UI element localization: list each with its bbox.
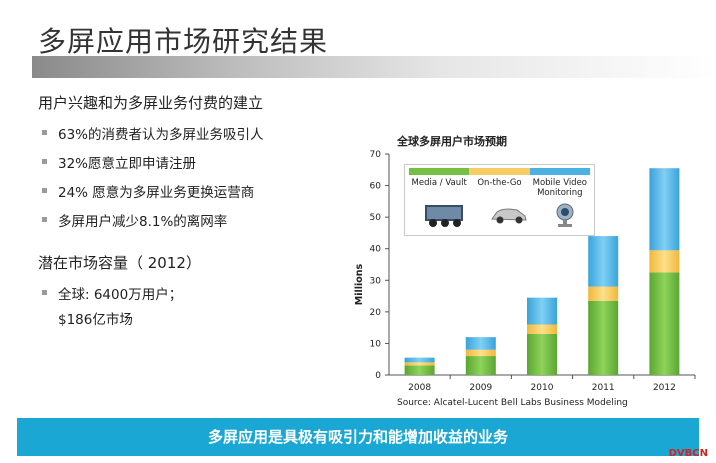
bar-segment-on-the-go [465, 349, 496, 357]
bar-segment-on-the-go [649, 250, 680, 273]
bar-segment-monitoring [404, 357, 435, 363]
legend-label-on-the-go: On-the-Go [477, 178, 522, 188]
interest-list: 63%的消费者认为多屏业务吸引人 32%愿意立即申请注册 24% 愿意为多屏业务… [38, 123, 368, 230]
y-tick-label: 30 [370, 276, 382, 286]
y-tick-label: 60 [370, 182, 382, 192]
bar-segment-monitoring [649, 168, 680, 251]
bar-segment-media [527, 333, 557, 375]
title-underline-bar [32, 56, 716, 78]
left-panel: 用户兴趣和为多屏业务付费的建立 63%的消费者认为多屏业务吸引人 32%愿意立即… [38, 92, 368, 328]
bar-segment-on-the-go [527, 324, 557, 334]
bullet-item: 32%愿意立即申请注册 [38, 152, 368, 172]
chart-legend: Media / Vault On-the-Go Mobile Video Mon… [404, 164, 595, 236]
car-icon [491, 208, 528, 224]
y-tick-label: 40 [370, 245, 382, 255]
bar-segment-on-the-go [588, 286, 619, 301]
legend-label-monitoring: Mobile Video Monitoring [532, 178, 588, 198]
interest-heading: 用户兴趣和为多屏业务付费的建立 [38, 94, 264, 112]
legend-color-bar [409, 168, 590, 175]
bar-segment-monitoring [465, 337, 496, 350]
market-forecast-chart: 0 10 20 30 40 50 60 70 Millions 2008 2009 2010 2011 2… [354, 150, 696, 393]
x-tick-label: 2011 [592, 383, 615, 393]
y-tick-label: 20 [370, 308, 382, 318]
x-tick-label: 2012 [653, 383, 676, 393]
page-title: 多屏应用市场研究结果 [38, 25, 329, 58]
legend-swatch-on-the-go [469, 168, 530, 175]
bullet-item: 63%的消费者认为多屏业务吸引人 [38, 123, 368, 143]
chart-title: 全球多屏用户市场预期 [397, 135, 507, 148]
bar-segment-on-the-go [404, 362, 435, 366]
summary-banner: 多屏应用是具极有吸引力和能增加收益的业务 [17, 418, 699, 456]
x-tick-label: 2008 [408, 383, 431, 393]
bullet-item: 多屏用户减少8.1%的离网率 [38, 210, 368, 230]
y-tick-label: 50 [370, 213, 382, 223]
bar-segment-monitoring [527, 297, 557, 325]
bullet-item: 24% 愿意为多屏业务更换运营商 [38, 181, 368, 201]
market-value: $186亿市场 [58, 312, 133, 328]
y-tick-label: 70 [370, 150, 382, 160]
bar-segment-media [649, 272, 680, 375]
y-tick-label: 0 [375, 371, 381, 381]
bar-segment-monitoring [588, 236, 619, 287]
legend-swatch-monitoring [529, 168, 590, 175]
bullet-item: 全球: 6400万用户； [38, 283, 368, 303]
y-axis-label: Millions [354, 263, 365, 305]
bar-segment-media [404, 365, 435, 375]
market-size-heading: 潜在市场容量（ 2012） [38, 254, 201, 272]
home-theater-icon [425, 205, 464, 227]
bar-segment-media [588, 300, 619, 375]
y-tick-label: 10 [370, 339, 382, 349]
x-tick-label: 2009 [469, 383, 492, 393]
watermark: DVBCN [668, 448, 708, 459]
chart-source: Source: Alcatel-Lucent Bell Labs Busines… [397, 398, 628, 408]
legend-swatch-media [409, 168, 470, 175]
bar-segment-media [465, 356, 496, 375]
x-tick-label: 2010 [531, 383, 554, 393]
webcam-icon [556, 203, 574, 227]
market-size-list: 全球: 6400万用户； [38, 283, 368, 303]
legend-label-media: Media / Vault [411, 178, 467, 188]
